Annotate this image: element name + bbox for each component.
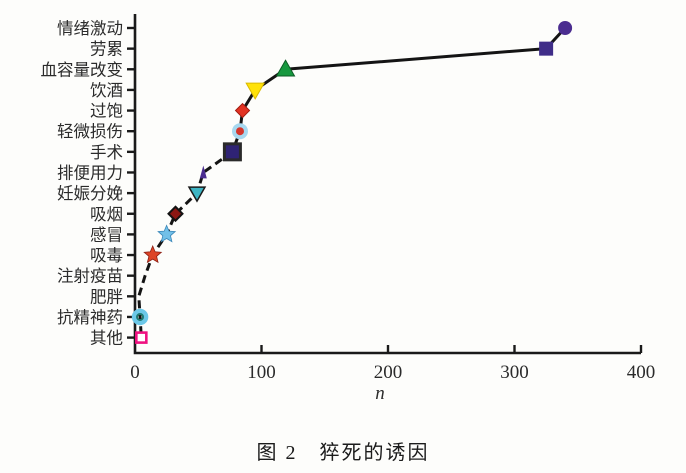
y-axis-label: 其他 (90, 329, 123, 348)
x-tick-label: 300 (500, 362, 529, 383)
marker-circle-0 (558, 21, 573, 35)
x-axis-title: n (375, 383, 385, 404)
y-axis-label: 抗精神药 (57, 308, 123, 327)
marker-square-6 (222, 142, 242, 162)
x-tick-label: 100 (247, 362, 276, 383)
y-axis-label: 劳累 (90, 40, 123, 59)
y-axis-label: 注射疫苗 (57, 267, 123, 286)
y-axis-label: 血容量改变 (41, 60, 124, 79)
y-axis-label: 轻微损伤 (57, 122, 123, 141)
marker-open-square-15 (135, 331, 148, 344)
y-axis-label: 手术 (90, 143, 123, 162)
marker-triangle-down-3 (245, 82, 266, 100)
x-tick-label: 400 (627, 362, 656, 383)
y-axis-label: 感冒 (90, 225, 123, 244)
data-line-dashed (137, 150, 234, 338)
marker-square-1 (539, 41, 554, 56)
marker-triangle-down-8 (187, 186, 207, 203)
marker-circle-5 (231, 123, 248, 140)
y-axis-label: 过饱 (90, 102, 123, 121)
y-axis-label: 饮酒 (90, 81, 123, 100)
marker-triangle-up-2 (275, 59, 296, 77)
x-tick-label: 0 (130, 362, 140, 383)
y-axis-label: 排便用力 (57, 163, 123, 182)
y-axis-label: 肥胖 (90, 287, 123, 306)
marker-ring-14-inner (136, 312, 145, 321)
y-axis-label: 情绪激动 (57, 19, 123, 38)
marker-star-11 (143, 244, 163, 264)
marker-arrow-up-7 (199, 165, 207, 179)
y-axis-label: 吸毒 (90, 246, 123, 265)
marker-diamond-4 (234, 102, 251, 119)
y-axis-label: 妊娠分娩 (57, 184, 123, 203)
axes (133, 14, 641, 355)
y-axis-label: 吸烟 (90, 205, 123, 224)
figure-caption: 图 2 猝死的诱因 (256, 442, 430, 464)
marker-diamond-9 (167, 205, 184, 223)
marker-ring-14 (131, 308, 149, 326)
marker-star-10 (157, 224, 177, 243)
x-tick-label: 200 (374, 362, 403, 383)
data-line-solid (230, 26, 567, 153)
